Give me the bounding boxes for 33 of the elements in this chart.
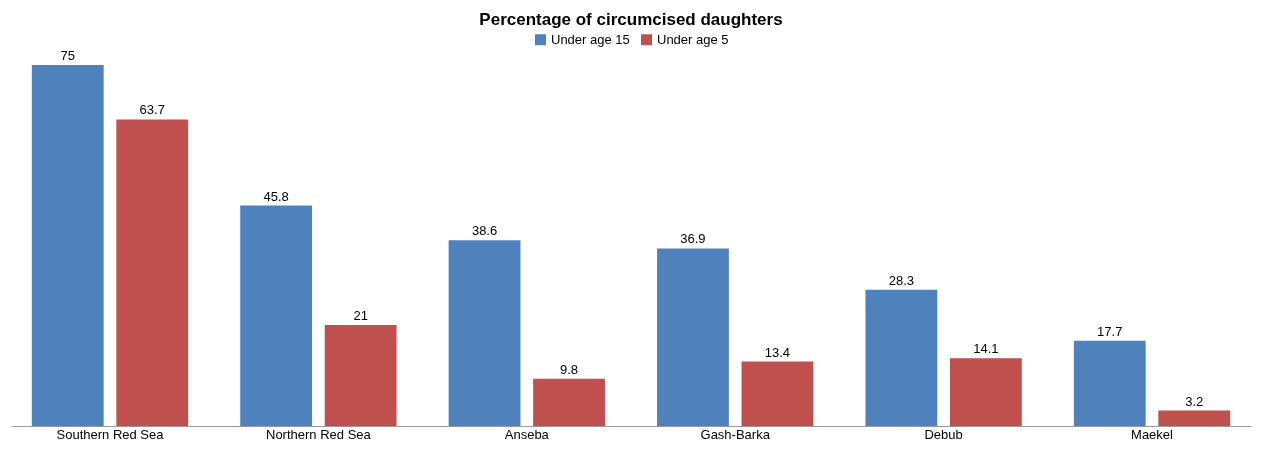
x-tick-label: Southern Red Sea [56, 426, 165, 442]
data-label: 21 [353, 307, 368, 323]
data-label: 75 [60, 48, 75, 63]
bar [865, 289, 938, 426]
bar [448, 240, 521, 426]
bar [657, 248, 729, 426]
data-label: 45.8 [263, 188, 289, 204]
x-tick-label: Debub [924, 426, 963, 442]
bar [31, 65, 104, 426]
data-label: 28.3 [888, 272, 915, 288]
data-label: 13.4 [764, 344, 791, 360]
bar [1158, 410, 1231, 426]
data-label: 17.7 [1097, 323, 1123, 339]
bar [1073, 340, 1146, 426]
data-label: 36.9 [680, 231, 706, 247]
bar [324, 324, 397, 426]
data-label: 14.1 [973, 341, 999, 357]
data-label: 63.7 [139, 102, 165, 118]
x-tick-label: Gash-Barka [700, 426, 771, 442]
legend-label: Under age 15 [551, 31, 630, 47]
chart-title: Percentage of circumcised daughters [479, 10, 783, 29]
x-tick-label: Anseba [504, 426, 550, 442]
bar [741, 361, 814, 426]
x-tick-label: Northern Red Sea [266, 426, 372, 442]
bar [240, 205, 313, 426]
data-label: 38.6 [471, 223, 498, 239]
bar [949, 358, 1022, 426]
data-label: 3.2 [1185, 393, 1204, 409]
bar [533, 378, 605, 426]
x-tick-label: Maekel [1131, 426, 1174, 442]
bar [116, 119, 189, 426]
legend-label: Under age 5 [657, 31, 729, 47]
data-label: 9.8 [560, 361, 579, 377]
